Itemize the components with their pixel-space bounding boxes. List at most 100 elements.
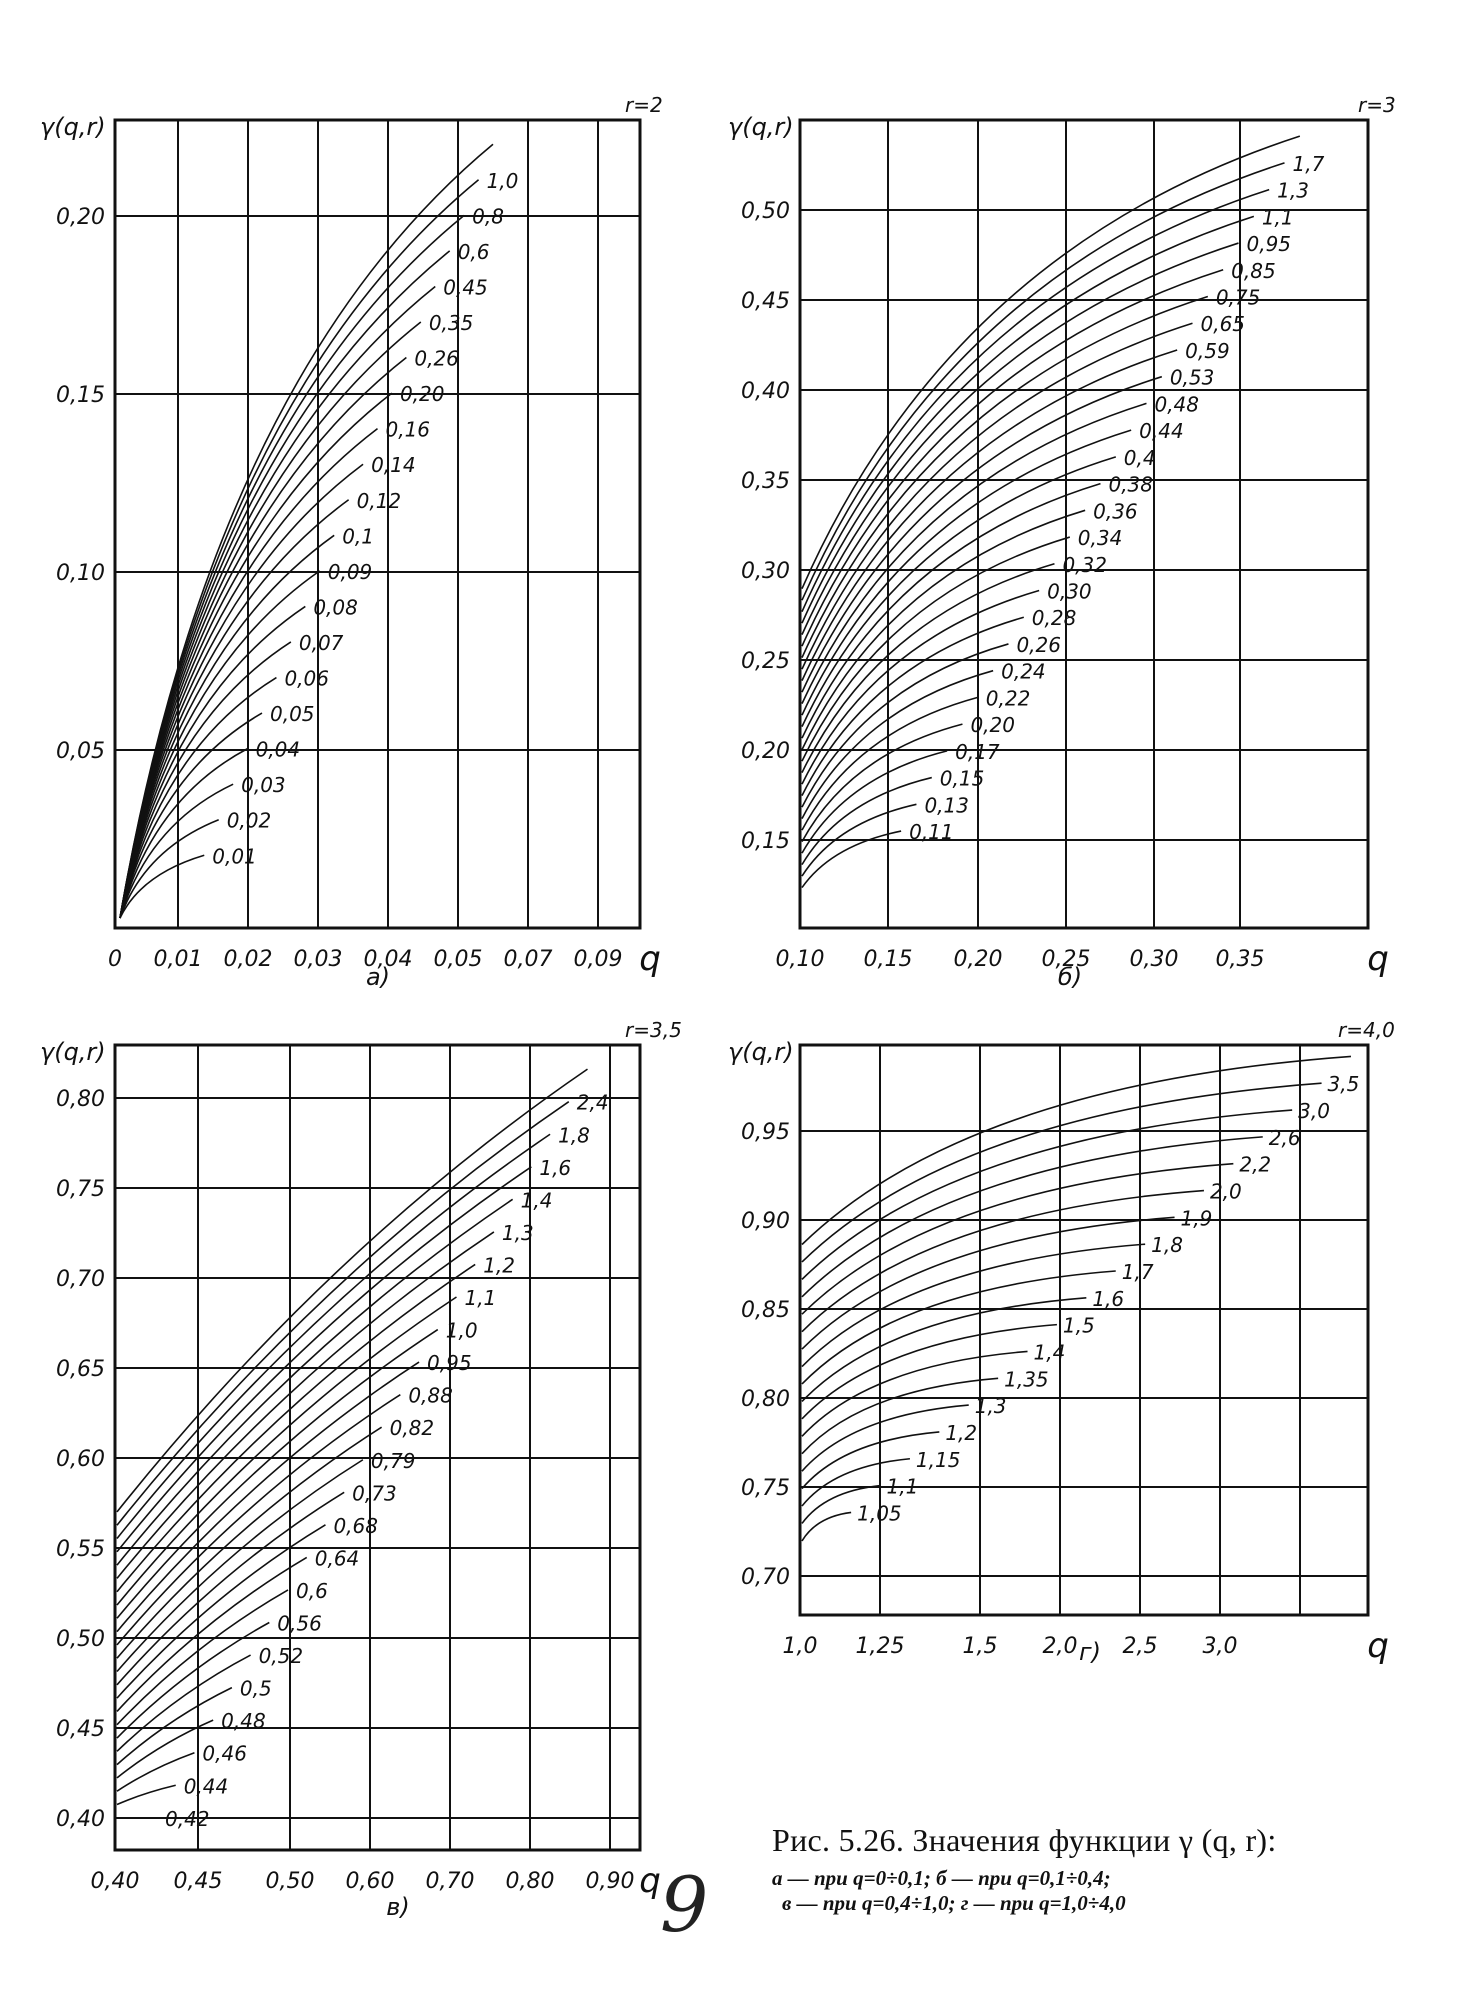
curve-label: 0,48 — [1154, 392, 1199, 416]
curve-family — [801, 135, 1301, 889]
curve-label: 1,2 — [483, 1253, 515, 1277]
curve-label: 0,44 — [184, 1774, 229, 1798]
x-tick-label: 0,05 — [434, 947, 483, 972]
x-tick-label: 1,0 — [783, 1634, 818, 1659]
curve-label: 0,17 — [955, 740, 1000, 764]
x-tick-label: 0,45 — [174, 1869, 223, 1894]
plot-frame — [113, 1043, 642, 1852]
curve-label: 0,02 — [227, 809, 272, 833]
curve-line — [116, 1751, 195, 1792]
panel-label: а) — [366, 963, 390, 991]
x-tick-label: 3,0 — [1203, 1634, 1238, 1659]
x-tick-labels: 0,40 0,45 0,50 0,60 0,70 0,80 0,90 — [91, 1869, 635, 1894]
curve-line — [116, 1296, 457, 1606]
curve-label: 1,4 — [1034, 1340, 1066, 1364]
curve-line — [116, 1491, 345, 1686]
curve-line — [116, 1686, 233, 1766]
x-tick-label: 0,35 — [1216, 947, 1265, 972]
curve-line — [119, 356, 407, 919]
y-tick-labels: 0,70 0,75 0,80 0,85 0,90 0,95 — [741, 1120, 790, 1590]
curve-label: 0,30 — [1047, 580, 1092, 604]
curve-label: 1,1 — [464, 1286, 496, 1310]
curve-line — [801, 830, 902, 889]
curve-label: 0,56 — [277, 1612, 322, 1636]
chart-panel-1: r=2 1,0 0,8 0,6 0,45 0,35 0,26 0,20 0,16 0,14 0,12… — [40, 93, 663, 991]
curve-label: 0,24 — [1001, 660, 1046, 684]
curve-label: 0,48 — [221, 1709, 266, 1733]
curve-label: 0,64 — [315, 1546, 360, 1570]
curve-label: 0,79 — [371, 1449, 416, 1473]
curve-label: 0,44 — [1139, 419, 1184, 443]
curve-label: 0,03 — [241, 773, 286, 797]
x-tick-label: 0,09 — [574, 947, 623, 972]
x-tick-label: 0,10 — [776, 947, 825, 972]
curve-label: 1,0 — [487, 169, 519, 193]
curve-line — [801, 242, 1239, 635]
curve-line — [116, 1459, 364, 1673]
curve-line — [801, 1243, 1146, 1368]
curve-line — [801, 1484, 881, 1524]
curve-label: 1,3 — [1277, 179, 1309, 203]
y-tick-label: 0,85 — [741, 1298, 790, 1323]
curve-labels: r=3 1,7 1,31,1 0,95 0,85 0,750,65 0,59 0,530,48… — [909, 93, 1396, 844]
plot-frame — [798, 118, 1370, 930]
curve-label: 0,11 — [909, 820, 954, 844]
curve-line — [119, 783, 234, 919]
curve-label: 1,3 — [502, 1221, 534, 1245]
curve-label: 0,14 — [371, 453, 416, 477]
curve-label: 0,07 — [299, 631, 344, 655]
curve-line — [116, 1068, 588, 1513]
curve-label: 0,09 — [328, 560, 373, 584]
y-tick-label: 0,55 — [56, 1537, 105, 1562]
y-tick-label: 0,60 — [56, 1447, 105, 1472]
curve-label: 1,35 — [1004, 1367, 1049, 1391]
figure-caption: Рис. 5.26. Значения функции γ (q, r): а … — [772, 1822, 1462, 1915]
curve-label: 0,65 — [1200, 312, 1245, 336]
y-axis-label: γ(q,r) — [728, 113, 794, 141]
curve-line — [801, 616, 1025, 796]
curve-line — [801, 1297, 1087, 1402]
curve-label: 0,68 — [333, 1514, 378, 1538]
curve-line — [801, 1511, 852, 1542]
y-tick-labels: 0,05 0,10 0,15 0,20 — [56, 205, 105, 764]
curve-line — [801, 563, 1055, 773]
curve-label: 0,42 — [165, 1807, 210, 1831]
curve-line — [801, 1404, 969, 1472]
x-axis-label: q — [639, 1861, 661, 1901]
y-tick-labels: 0,15 0,20 0,25 0,30 0,35 0,40 0,45 0,50 — [741, 199, 790, 854]
y-tick-label: 0,40 — [741, 379, 790, 404]
curve-line — [116, 1654, 251, 1752]
chart-panel-3: r=3,5 2,4 1,8 1,6 1,4 1,3 1,2 1,1 1,0 0,95 0,88 0,8… — [40, 1018, 682, 1921]
x-tick-labels: 0,10 0,15 0,20 0,25 0,30 0,35 — [776, 947, 1265, 972]
curve-line — [801, 803, 917, 877]
curve-label: 0,12 — [357, 489, 402, 513]
curve-family — [119, 143, 494, 919]
curve-label: 2,0 — [1210, 1180, 1242, 1204]
curve-label: 0,05 — [270, 702, 315, 726]
curve-line — [119, 676, 277, 919]
y-axis-label: γ(q,r) — [40, 1038, 106, 1066]
curve-label: 1,15 — [916, 1448, 961, 1472]
x-axis-label: q — [1367, 1626, 1389, 1666]
curve-line — [116, 1621, 270, 1739]
curve-label: 0,82 — [390, 1416, 435, 1440]
curve-label: 1,1 — [1262, 205, 1294, 229]
curve-line — [801, 589, 1040, 785]
plot-frame — [798, 1043, 1370, 1617]
curve-line — [801, 509, 1086, 750]
curve-label: r=2 — [625, 93, 663, 117]
curve-label: 0,73 — [352, 1481, 397, 1505]
curve-line — [801, 1457, 910, 1507]
curve-line — [801, 1109, 1293, 1280]
curve-line — [119, 250, 451, 919]
curve-family — [116, 1068, 588, 1819]
curve-line — [801, 295, 1209, 658]
x-tick-label: 0,20 — [954, 947, 1003, 972]
curve-label: 1,3 — [975, 1394, 1007, 1418]
caption-line-2: в — при q=0,4÷1,0; г — при q=1,0÷4,0 — [782, 1891, 1126, 1915]
x-tick-label: 0,04 — [364, 947, 413, 972]
curve-label: 1,4 — [521, 1188, 553, 1212]
curve-line — [801, 135, 1301, 589]
curve-line — [801, 1431, 940, 1490]
curve-label: 0,38 — [1108, 473, 1153, 497]
